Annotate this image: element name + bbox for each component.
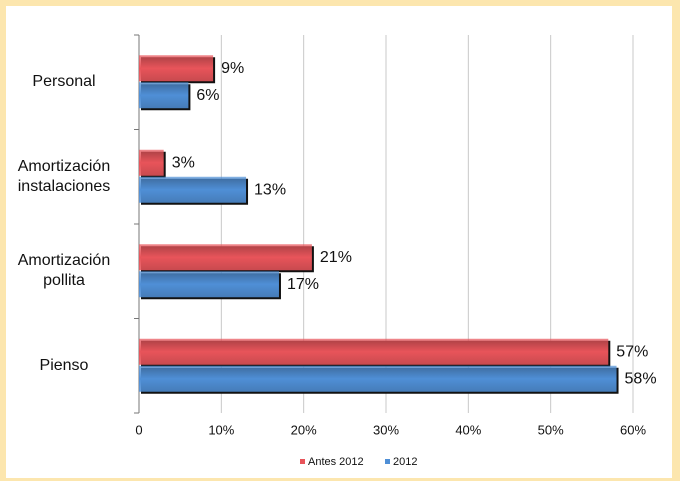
- bar: [139, 82, 189, 109]
- bar: [139, 271, 279, 298]
- legend-swatch: [385, 459, 390, 464]
- x-tick-label: 50%: [538, 422, 564, 437]
- legend-label: 2012: [393, 456, 417, 468]
- bar: [139, 149, 164, 176]
- bar: [139, 55, 214, 82]
- chart-panel: [6, 6, 672, 478]
- legend-swatch: [300, 459, 305, 464]
- data-label: 3%: [172, 154, 195, 171]
- legend-label: Antes 2012: [308, 456, 364, 468]
- data-label: 9%: [221, 60, 244, 77]
- y-tick-label: Amortización pollita: [17, 252, 111, 290]
- x-tick-label: 30%: [373, 422, 399, 437]
- data-label: 6%: [196, 87, 219, 104]
- y-tick-label: Pienso: [39, 356, 89, 374]
- bar: [139, 338, 609, 365]
- x-tick-label: 40%: [455, 422, 481, 437]
- x-tick-label: 20%: [291, 422, 317, 437]
- y-tick-label: Personal: [32, 73, 96, 91]
- y-tick-label: Amortización instalaciones: [17, 157, 111, 195]
- x-tick-label: 0: [135, 422, 142, 437]
- data-label: 13%: [254, 181, 286, 198]
- data-label: 57%: [616, 343, 648, 360]
- x-tick-label: 60%: [620, 422, 646, 437]
- bar: [139, 176, 247, 203]
- bar: [139, 365, 617, 392]
- x-tick-label: 10%: [208, 422, 234, 437]
- data-label: 58%: [625, 370, 657, 387]
- data-label: 17%: [287, 276, 319, 293]
- bar: [139, 244, 312, 271]
- data-label: 21%: [320, 249, 352, 266]
